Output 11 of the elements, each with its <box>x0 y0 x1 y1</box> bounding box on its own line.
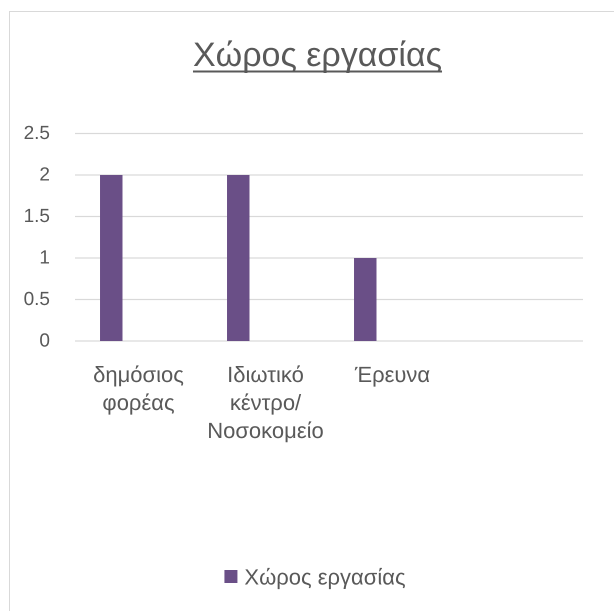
y-tick-label: 1.5 <box>24 206 50 227</box>
y-tick-label: 2.5 <box>24 123 50 144</box>
y-tick-label: 2 <box>39 164 50 186</box>
chart-title: Χώρος εργασίας <box>192 36 442 74</box>
x-tick-label: δημόσιος φορέας <box>93 362 184 415</box>
y-tick-label: 0.5 <box>24 289 50 310</box>
x-tick-label: Έρευνα <box>354 362 430 387</box>
legend-label: Χώρος εργασίας <box>244 564 406 590</box>
x-tick-label: Ιδιωτικό κέντρο/Νοσοκομείο <box>207 362 324 443</box>
y-tick-label: 0 <box>39 330 50 352</box>
y-tick-label: 1 <box>39 248 50 268</box>
